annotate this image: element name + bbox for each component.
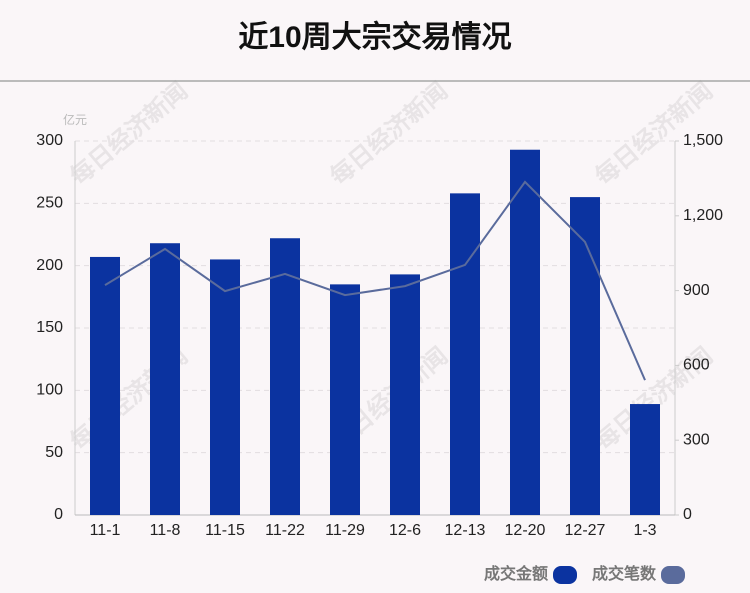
bar bbox=[570, 197, 600, 515]
y2-tick-label: 300 bbox=[683, 431, 710, 448]
bar bbox=[150, 243, 180, 515]
x-tick-label: 12-20 bbox=[505, 522, 546, 539]
x-tick-label: 12-13 bbox=[445, 522, 486, 539]
bar bbox=[510, 149, 540, 515]
y-tick-label: 200 bbox=[36, 257, 63, 274]
chart-title: 近10周大宗交易情况 bbox=[238, 20, 511, 54]
y-tick-label: 100 bbox=[36, 382, 63, 399]
bar bbox=[450, 193, 480, 516]
bar bbox=[390, 274, 420, 515]
y-tick-label: 0 bbox=[54, 506, 63, 523]
y-tick-label: 50 bbox=[45, 444, 63, 461]
watermark: 每日经济新闻 bbox=[65, 77, 193, 191]
x-tick-label: 11-15 bbox=[205, 522, 245, 539]
y-unit: 亿元 bbox=[63, 112, 87, 127]
x-tick-label: 12-27 bbox=[565, 522, 606, 539]
bar bbox=[90, 256, 120, 515]
legend-label: 成交笔数 bbox=[592, 564, 657, 583]
x-tick-label: 11-1 bbox=[90, 522, 121, 539]
legend-label: 成交金额 bbox=[484, 564, 548, 583]
y2-tick-label: 900 bbox=[683, 282, 710, 299]
bar bbox=[330, 284, 360, 515]
y-tick-label: 250 bbox=[36, 195, 63, 212]
watermark: 每日经济新闻 bbox=[325, 77, 453, 191]
x-tick-label: 11-22 bbox=[265, 522, 305, 539]
x-tick-label: 11-29 bbox=[325, 522, 365, 539]
x-tick-label: 11-8 bbox=[150, 522, 181, 539]
y2-tick-label: 0 bbox=[683, 506, 692, 523]
line bbox=[104, 180, 646, 381]
x-tick-label: 1-3 bbox=[633, 522, 656, 539]
bar bbox=[210, 259, 240, 515]
y-tick-label: 150 bbox=[36, 319, 63, 336]
legend-swatch bbox=[661, 566, 685, 584]
legend-swatch bbox=[553, 566, 577, 584]
y2-tick-label: 1,200 bbox=[683, 207, 723, 224]
bar bbox=[630, 404, 660, 515]
bar bbox=[270, 238, 300, 516]
y-tick-label: 300 bbox=[36, 132, 63, 149]
x-tick-label: 12-6 bbox=[389, 522, 421, 539]
y2-tick-label: 1,500 bbox=[683, 132, 723, 149]
y2-tick-label: 600 bbox=[683, 357, 710, 374]
